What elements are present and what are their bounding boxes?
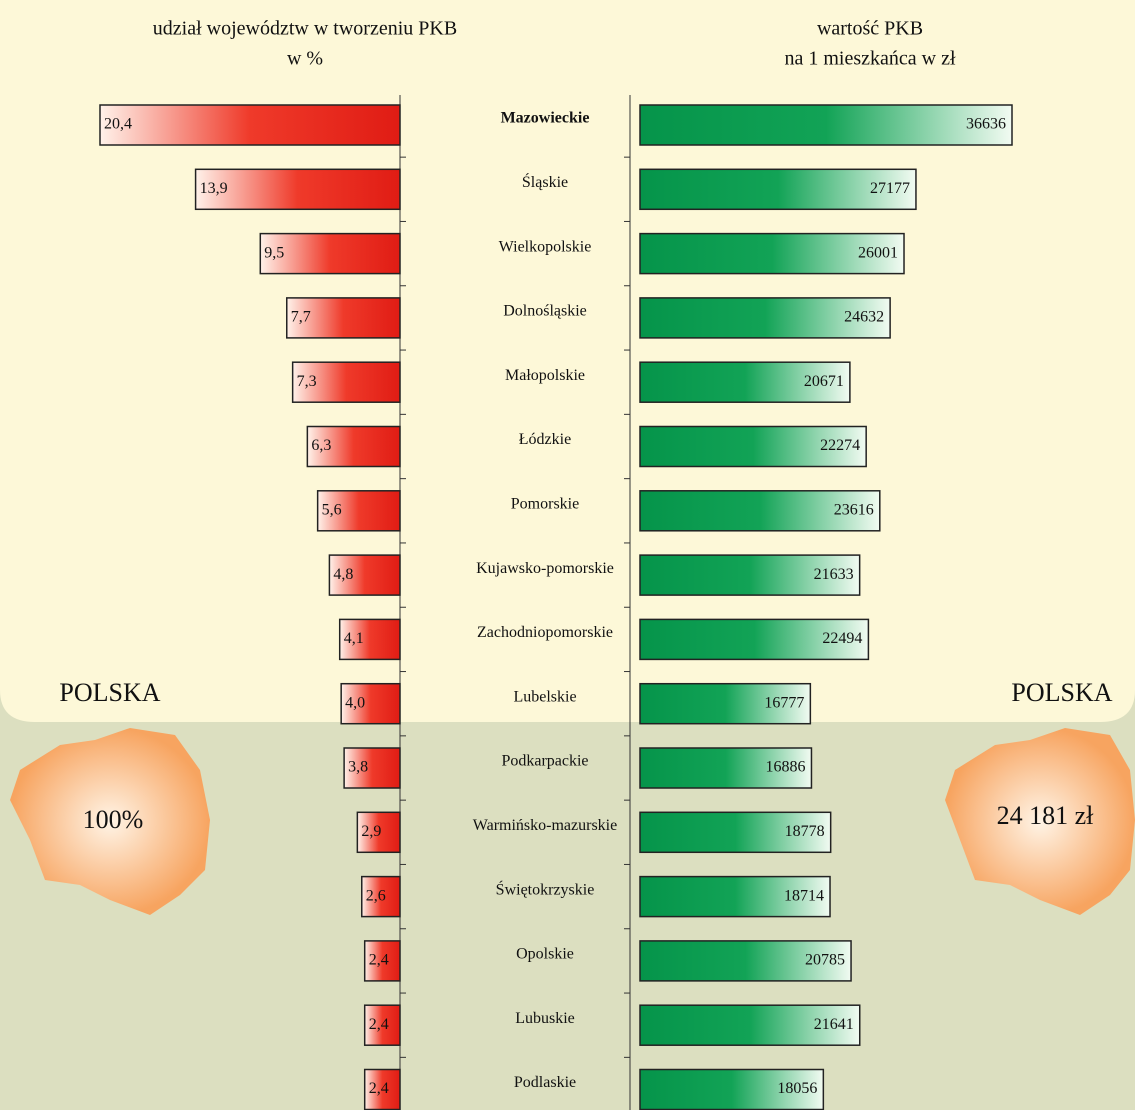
bar bbox=[639, 618, 870, 661]
bar bbox=[639, 425, 867, 468]
category-label: Lubelskie bbox=[513, 688, 576, 705]
category-label: Podlaskie bbox=[514, 1074, 576, 1091]
value-label: 4,1 bbox=[344, 630, 364, 647]
right-title: wartość PKB bbox=[817, 18, 923, 40]
bar bbox=[286, 297, 401, 339]
bar bbox=[639, 1068, 825, 1111]
category-label: Małopolskie bbox=[505, 367, 585, 384]
value-label: 16886 bbox=[765, 759, 805, 776]
bar bbox=[306, 425, 401, 468]
bar bbox=[639, 875, 831, 918]
value-label: 27177 bbox=[870, 180, 910, 197]
category-label: Łódzkie bbox=[519, 431, 571, 448]
value-label: 20671 bbox=[804, 373, 844, 390]
value-label: 2,6 bbox=[366, 887, 386, 904]
value-label: 20,4 bbox=[104, 116, 132, 133]
bar bbox=[99, 104, 401, 146]
bar bbox=[639, 940, 852, 982]
category-label: Wielkopolskie bbox=[499, 238, 592, 255]
bar bbox=[639, 747, 813, 789]
bar bbox=[259, 232, 401, 275]
bar bbox=[328, 554, 401, 596]
annotation: 24 181 zł bbox=[997, 801, 1095, 830]
bar bbox=[343, 747, 401, 789]
left-title: w % bbox=[287, 48, 323, 70]
bar bbox=[316, 490, 401, 532]
bar bbox=[363, 1068, 401, 1111]
bar bbox=[639, 232, 905, 275]
value-label: 36636 bbox=[966, 116, 1006, 133]
bar bbox=[356, 811, 401, 854]
category-label: Lubuskie bbox=[515, 1010, 575, 1027]
value-label: 22494 bbox=[822, 630, 862, 647]
value-label: 22274 bbox=[820, 437, 860, 454]
bar bbox=[639, 1004, 861, 1046]
bar bbox=[291, 361, 401, 403]
bar bbox=[639, 811, 832, 854]
value-label: 20785 bbox=[805, 952, 845, 969]
bar bbox=[194, 168, 401, 211]
annotation: POLSKA bbox=[59, 678, 160, 707]
annotation: POLSKA bbox=[1011, 678, 1112, 707]
value-label: 2,4 bbox=[369, 952, 389, 969]
bar bbox=[338, 618, 401, 661]
bar bbox=[363, 940, 401, 982]
value-label: 2,9 bbox=[361, 823, 381, 840]
value-label: 7,7 bbox=[291, 309, 311, 326]
category-label: Śląskie bbox=[522, 172, 568, 191]
category-label: Kujawsko-pomorskie bbox=[476, 560, 614, 577]
bar bbox=[639, 168, 917, 211]
map-poland bbox=[945, 728, 1135, 915]
bar bbox=[639, 682, 812, 725]
value-label: 26001 bbox=[858, 244, 898, 261]
category-label: Dolnośląskie bbox=[503, 303, 587, 320]
bar bbox=[639, 104, 1013, 146]
value-label: 13,9 bbox=[200, 180, 228, 197]
left-title: udział województw w tworzeniu PKB bbox=[153, 18, 457, 40]
value-label: 24632 bbox=[844, 309, 884, 326]
value-label: 2,4 bbox=[369, 1016, 389, 1033]
bar bbox=[340, 682, 401, 725]
value-label: 18778 bbox=[785, 823, 825, 840]
category-label: Warmińsko-mazurskie bbox=[473, 817, 617, 834]
value-label: 5,6 bbox=[322, 501, 342, 518]
value-label: 4,8 bbox=[333, 566, 353, 583]
value-label: 21641 bbox=[814, 1016, 854, 1033]
value-label: 7,3 bbox=[297, 373, 317, 390]
annotation: 100% bbox=[83, 805, 144, 834]
bar bbox=[361, 875, 401, 918]
category-label: Świętokrzyskie bbox=[496, 879, 595, 898]
value-label: 6,3 bbox=[311, 437, 331, 454]
value-label: 9,5 bbox=[264, 244, 284, 261]
map-poland bbox=[10, 728, 210, 915]
value-label: 3,8 bbox=[348, 759, 368, 776]
bar bbox=[639, 554, 861, 596]
bar bbox=[639, 490, 881, 532]
value-label: 23616 bbox=[834, 501, 874, 518]
value-label: 21633 bbox=[814, 566, 854, 583]
category-label: Opolskie bbox=[516, 946, 574, 963]
category-label: Zachodniopomorskie bbox=[477, 624, 613, 641]
value-label: 18056 bbox=[777, 1080, 817, 1097]
category-label: Pomorskie bbox=[511, 495, 579, 512]
bar bbox=[363, 1004, 401, 1046]
bar bbox=[639, 361, 851, 403]
value-label: 4,0 bbox=[345, 694, 365, 711]
value-label: 18714 bbox=[784, 887, 824, 904]
category-label: Podkarpackie bbox=[501, 753, 588, 770]
bar bbox=[639, 297, 891, 339]
value-label: 2,4 bbox=[369, 1080, 389, 1097]
value-label: 16777 bbox=[764, 694, 804, 711]
category-label: Mazowieckie bbox=[501, 110, 590, 127]
right-title: na 1 mieszkańca w zł bbox=[784, 48, 955, 70]
